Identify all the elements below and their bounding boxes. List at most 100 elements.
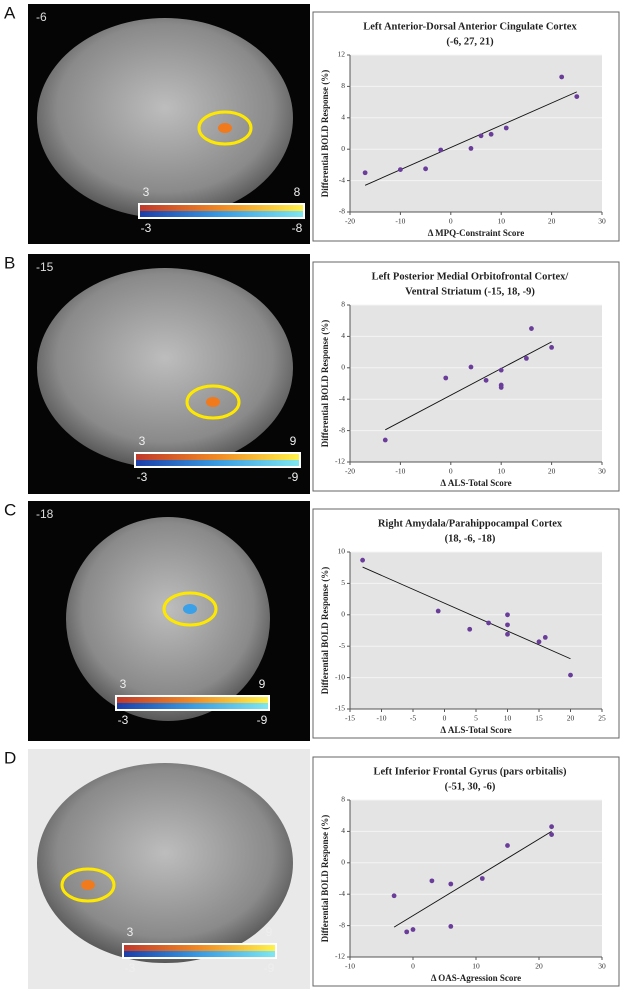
colorbar-label: -9 bbox=[264, 961, 275, 975]
panel-letter: D bbox=[4, 748, 16, 767]
brain-slice bbox=[37, 763, 293, 963]
y-tick-label: 5 bbox=[341, 578, 345, 587]
y-tick-label: -10 bbox=[335, 672, 345, 681]
data-point bbox=[549, 344, 554, 350]
colorbar-neg bbox=[124, 951, 275, 957]
data-point bbox=[505, 631, 510, 637]
colorbar-pos bbox=[136, 454, 299, 460]
x-tick-label: 20 bbox=[548, 467, 556, 476]
data-point bbox=[505, 622, 510, 628]
colorbar-label: 3 bbox=[127, 925, 134, 939]
y-tick-label: 0 bbox=[341, 610, 345, 619]
panel-letter: A bbox=[4, 3, 16, 22]
x-tick-label: -5 bbox=[410, 714, 416, 723]
colorbar-label: 3 bbox=[120, 677, 127, 691]
x-tick-label: 20 bbox=[567, 714, 575, 723]
data-point bbox=[443, 375, 449, 381]
data-point bbox=[468, 146, 474, 151]
x-tick-label: 10 bbox=[472, 962, 480, 971]
x-tick-label: 10 bbox=[497, 217, 505, 226]
roi-circle bbox=[185, 384, 241, 420]
x-tick-label: 30 bbox=[598, 962, 606, 971]
x-tick-label: -20 bbox=[345, 467, 355, 476]
x-tick-label: 25 bbox=[598, 714, 606, 723]
brain-slice bbox=[37, 268, 293, 468]
data-point bbox=[524, 355, 529, 361]
plot-area bbox=[350, 552, 602, 709]
colorbar-label: -9 bbox=[288, 470, 299, 484]
x-tick-label: 5 bbox=[474, 714, 478, 723]
colorbar-pos bbox=[117, 697, 268, 703]
y-tick-label: 8 bbox=[341, 81, 345, 90]
data-point bbox=[448, 881, 454, 887]
data-point bbox=[423, 166, 428, 172]
x-tick-label: 10 bbox=[497, 467, 505, 476]
chart-subtitle: (18, -6, -18) bbox=[445, 533, 496, 544]
x-axis-label: Δ MPQ-Constraint Score bbox=[428, 228, 524, 238]
y-axis-label: Differential BOLD Response (%) bbox=[320, 70, 330, 198]
x-tick-label: 30 bbox=[598, 217, 606, 226]
y-tick-label: 12 bbox=[338, 50, 346, 59]
activation bbox=[183, 604, 197, 614]
slice-number: -18 bbox=[36, 507, 54, 521]
x-tick-label: 10 bbox=[504, 714, 512, 723]
y-tick-label: 0 bbox=[341, 858, 345, 867]
data-point bbox=[505, 843, 510, 848]
chart-title: Left Inferior Frontal Gyrus (pars orbita… bbox=[374, 766, 567, 777]
y-tick-label: 4 bbox=[341, 826, 345, 835]
y-tick-label: 10 bbox=[338, 547, 346, 556]
data-point bbox=[529, 326, 534, 331]
y-tick-label: -12 bbox=[335, 457, 345, 466]
y-tick-label: -15 bbox=[335, 704, 345, 713]
activation bbox=[206, 397, 220, 407]
x-tick-label: -10 bbox=[395, 467, 405, 476]
chart-subtitle: (-51, 30, -6) bbox=[445, 781, 496, 792]
plot-area bbox=[350, 800, 602, 957]
data-point bbox=[486, 620, 491, 626]
colorbar-pos bbox=[140, 205, 303, 211]
colorbar-label: -3 bbox=[141, 221, 152, 235]
data-point bbox=[467, 626, 473, 632]
data-point bbox=[568, 672, 573, 678]
colorbar-label: 9 bbox=[266, 925, 273, 939]
data-point bbox=[549, 824, 554, 830]
roi-circle bbox=[60, 867, 116, 903]
data-point bbox=[398, 167, 403, 173]
data-point bbox=[503, 125, 509, 131]
data-point bbox=[498, 367, 504, 373]
colorbar-label: 3 bbox=[139, 434, 146, 448]
plot-area bbox=[350, 305, 602, 462]
x-tick-label: 20 bbox=[548, 217, 556, 226]
data-point bbox=[479, 876, 485, 881]
data-point bbox=[478, 133, 484, 139]
colorbar-neg bbox=[117, 703, 268, 709]
roi-circle bbox=[197, 110, 253, 146]
data-point bbox=[488, 131, 494, 137]
data-point bbox=[382, 437, 388, 443]
roi-circle bbox=[162, 591, 218, 627]
x-tick-label: -10 bbox=[395, 217, 405, 226]
data-point bbox=[574, 94, 580, 100]
x-tick-label: 0 bbox=[449, 467, 453, 476]
chart-title: Left Anterior-Dorsal Anterior Cingulate … bbox=[363, 21, 577, 32]
y-tick-label: -8 bbox=[339, 920, 345, 929]
y-tick-label: -12 bbox=[335, 952, 345, 961]
colorbar-pos bbox=[124, 945, 275, 951]
fit-line bbox=[393, 831, 552, 928]
colorbar-label: 9 bbox=[290, 434, 297, 448]
slice-number: -15 bbox=[36, 260, 54, 274]
chart-title: Right Amydala/Parahippocampal Cortex bbox=[378, 518, 563, 529]
y-axis-label: Differential BOLD Response (%) bbox=[320, 320, 330, 448]
y-tick-label: -8 bbox=[339, 207, 345, 216]
x-tick-label: -10 bbox=[377, 714, 387, 723]
colorbar-neg bbox=[136, 460, 299, 466]
panel-letter: C bbox=[4, 500, 16, 519]
chart-subtitle: (-6, 27, 21) bbox=[446, 36, 494, 47]
chart-title: Left Posterior Medial Orbitofrontal Cort… bbox=[372, 271, 570, 282]
y-tick-label: 0 bbox=[341, 144, 345, 153]
x-tick-label: 15 bbox=[535, 714, 543, 723]
x-tick-label: -10 bbox=[345, 962, 355, 971]
panel-letter: B bbox=[4, 253, 15, 272]
y-tick-label: -4 bbox=[339, 889, 345, 898]
